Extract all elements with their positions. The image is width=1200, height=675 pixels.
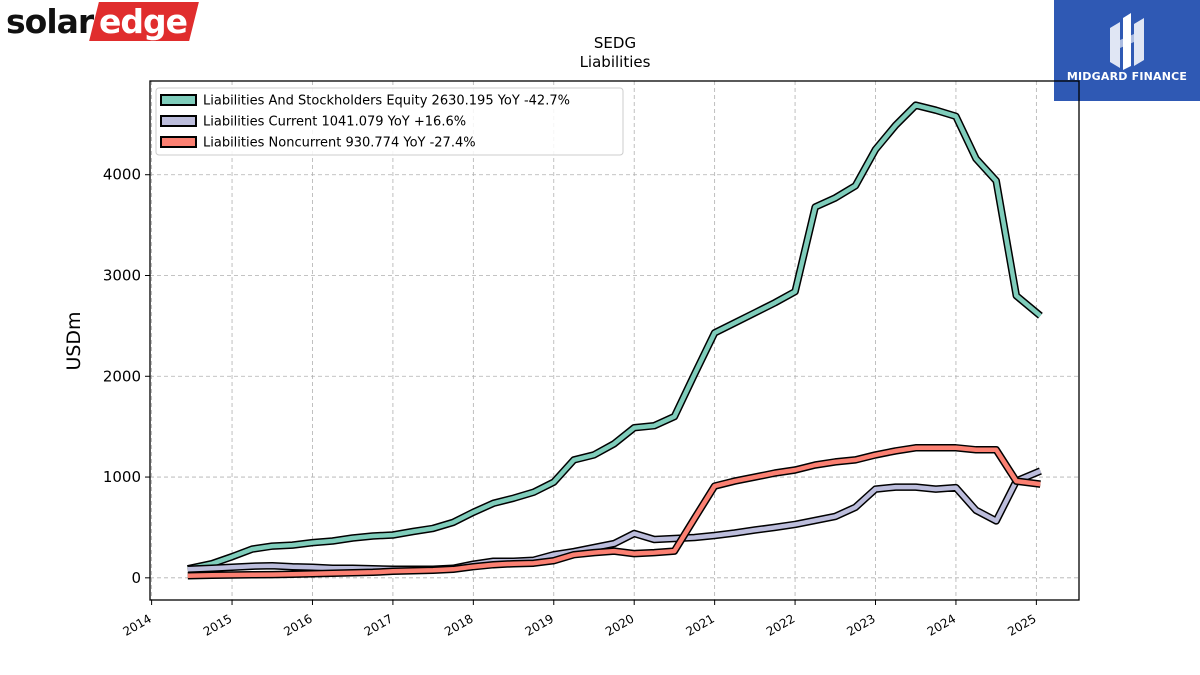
legend-label: Liabilities Current 1041.079 YoY +16.6% [203, 115, 466, 130]
chart-title: SEDG [594, 34, 636, 52]
x-tick-label: 2017 [362, 611, 395, 638]
solaredge-logo: solar edge [6, 2, 200, 41]
x-tick-label: 2016 [281, 611, 314, 638]
legend-swatch [160, 94, 197, 106]
midgard-logo-mark-icon [1110, 13, 1144, 70]
legend-swatch [160, 136, 197, 148]
x-tick-label: 2025 [1005, 611, 1038, 638]
y-tick-label: 4000 [103, 166, 141, 184]
plot-frame [149, 80, 1080, 601]
y-axis-label: USDm [63, 311, 85, 370]
x-tick-label: 2020 [603, 611, 636, 638]
x-tick-label: 2015 [201, 611, 234, 638]
chart-subtitle: Liabilities [580, 53, 651, 71]
legend-label: Liabilities Noncurrent 930.774 YoY -27.4… [203, 136, 476, 151]
grid-layer [150, 81, 1079, 600]
legend-box [155, 87, 624, 156]
midgard-logo-text: MIDGARD FINANCE [1066, 70, 1188, 83]
y-tick-label: 3000 [103, 266, 141, 284]
legend-label: Liabilities And Stockholders Equity 2630… [203, 94, 570, 109]
x-tick-label: 2022 [764, 611, 797, 638]
x-tick-label: 2014 [120, 611, 153, 638]
series-line-liabilities-noncurrent [187, 445, 1041, 579]
y-tick-label: 1000 [103, 468, 141, 486]
solaredge-logo-text-solar: solar [6, 2, 94, 41]
y-tick-label: 0 [131, 569, 141, 587]
x-tick-label: 2018 [442, 611, 475, 638]
legend: Liabilities And Stockholders Equity 2630… [155, 87, 624, 156]
series-layer [187, 101, 1043, 580]
series-outline-liabilities-noncurrent [187, 444, 1041, 580]
y-tick-label: 2000 [103, 367, 141, 385]
x-tick-label: 2021 [683, 611, 716, 638]
midgard-finance-logo: MIDGARD FINANCE [1054, 0, 1200, 101]
x-tick-label: 2019 [523, 611, 556, 638]
x-tick-label: 2023 [844, 611, 877, 638]
x-tick-label: 2024 [925, 611, 958, 638]
series-line-liabilities-current [187, 468, 1042, 572]
legend-swatch [160, 115, 197, 127]
series-line-liabilities-and-stockholders-equity [187, 102, 1042, 572]
